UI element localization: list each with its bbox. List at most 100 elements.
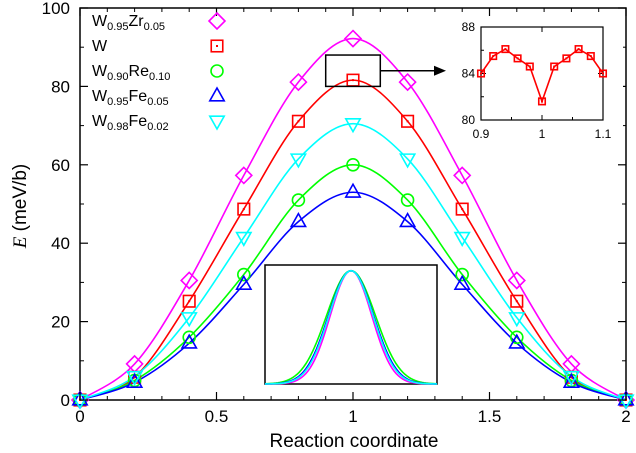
square-marker-dot [133,376,136,379]
series-line-2 [79,163,627,401]
series-0-point [289,72,308,92]
square-marker-box [598,69,608,78]
zoom-series-point [562,54,571,63]
y-tick-label: 80 [51,77,70,96]
square-marker-box [525,62,534,71]
y-tick-label: 100 [42,0,70,18]
zoom-series-point [513,54,522,63]
series-0-point [398,72,417,92]
square-marker-dot [570,376,573,379]
series-2-point [182,330,196,345]
x-tick-label: 1.5 [478,407,502,426]
series-4-point [180,312,198,328]
square-marker-dot [528,65,531,68]
square-marker-box [455,202,469,216]
legend-label-1: W [92,38,108,55]
legend-subscript: 0.02 [147,121,168,133]
x-tick-label: 0.5 [205,407,229,426]
square-marker-dot [565,57,568,60]
legend-marker-1 [210,39,224,53]
series-2-point [346,158,360,172]
zoom-series-point [501,45,510,54]
series-line-3 [79,191,627,401]
legend-marker-3 [208,86,226,102]
square-marker-dot [589,55,592,58]
y-axis-title-symbol: E [10,236,31,249]
zoom-arrow-head [434,65,446,76]
series-0-point [343,29,363,48]
series-line-4 [79,122,627,401]
series-1-point [510,294,524,308]
legend-marker-0 [207,11,227,31]
normalized-shape-inset [264,264,438,385]
square-marker-dot [516,57,519,60]
square-marker-dot [577,48,580,51]
square-marker-dot [188,300,191,303]
main-markers [70,29,636,410]
square-marker-box [401,114,415,128]
series-0-point [453,166,472,185]
legend-text-part: W [92,63,108,80]
series-4-point [344,118,362,134]
zoom-x-tick-label: 1 [539,127,546,141]
legend-subscript: 0.95 [107,96,128,108]
zoom-series-point [586,52,595,61]
zoom-y-tick-label: 80 [462,113,476,127]
square-marker-dot [352,79,354,82]
series-3-point [289,212,307,228]
square-marker-dot [216,45,218,47]
legend: W0.95Zr0.05WW0.90Re0.10W0.95Fe0.05W0.98F… [92,11,227,133]
square-marker-box [237,202,251,216]
zoom-region-box [324,54,382,88]
y-axis-title: E (meV/b) [10,164,31,249]
square-marker-box [510,294,524,308]
square-marker-dot [242,208,245,211]
zoom-series-point [489,52,498,61]
legend-label-2: W0.90Re0.10 [92,63,170,83]
series-4-point [562,370,580,387]
series-2-point [400,193,415,207]
series-0-point [180,271,199,290]
zoom-inset: 0.9 1 1.1 80 84 88 [324,20,623,150]
legend-label-0: W0.95Zr0.05 [92,13,165,33]
legend-text-part: W [92,13,108,30]
series-2-point [291,193,306,207]
series-3-point [562,372,580,388]
legend-text-part: Re [129,63,150,80]
x-tick-label: 1 [348,407,357,426]
zoom-series-point [574,45,583,54]
legend-subscript: 0.05 [147,96,168,108]
zoom-series-point [476,69,486,78]
square-marker-dot [504,48,507,51]
square-marker-dot [553,65,556,68]
square-marker-box [574,45,583,54]
zoom-x-tick-label: 0.9 [473,127,490,141]
series-3-point [399,212,417,228]
zoom-y-tick-label: 84 [462,67,476,81]
legend-label-4: W0.98Fe0.02 [92,113,169,133]
series-3-point [508,333,526,349]
square-marker-dot [602,72,604,75]
legend-subscript: 0.98 [107,121,128,133]
series-1-point [237,202,251,216]
square-marker-dot [406,120,409,123]
square-marker-box [537,97,547,106]
y-tick-label: 0 [61,391,70,410]
series-4-point [399,153,417,169]
y-tick-label: 20 [51,313,70,332]
series-3-point [617,390,635,406]
zoom-series-point [537,97,547,106]
zoom-series-point [525,62,534,71]
x-axis-title: Reaction coordinate [270,431,439,452]
zoom-series-point [598,69,608,78]
x-tick-label: 0 [75,407,84,426]
square-marker-box [291,114,305,128]
series-1-point [455,202,469,216]
series-1-point [291,114,305,128]
zoom-inset-background [461,21,623,150]
zoom-y-tick-label: 88 [462,20,476,34]
y-tick-label: 60 [51,156,70,175]
square-marker-box [489,52,498,61]
square-marker-dot [541,100,543,103]
series-2-point [455,267,470,282]
